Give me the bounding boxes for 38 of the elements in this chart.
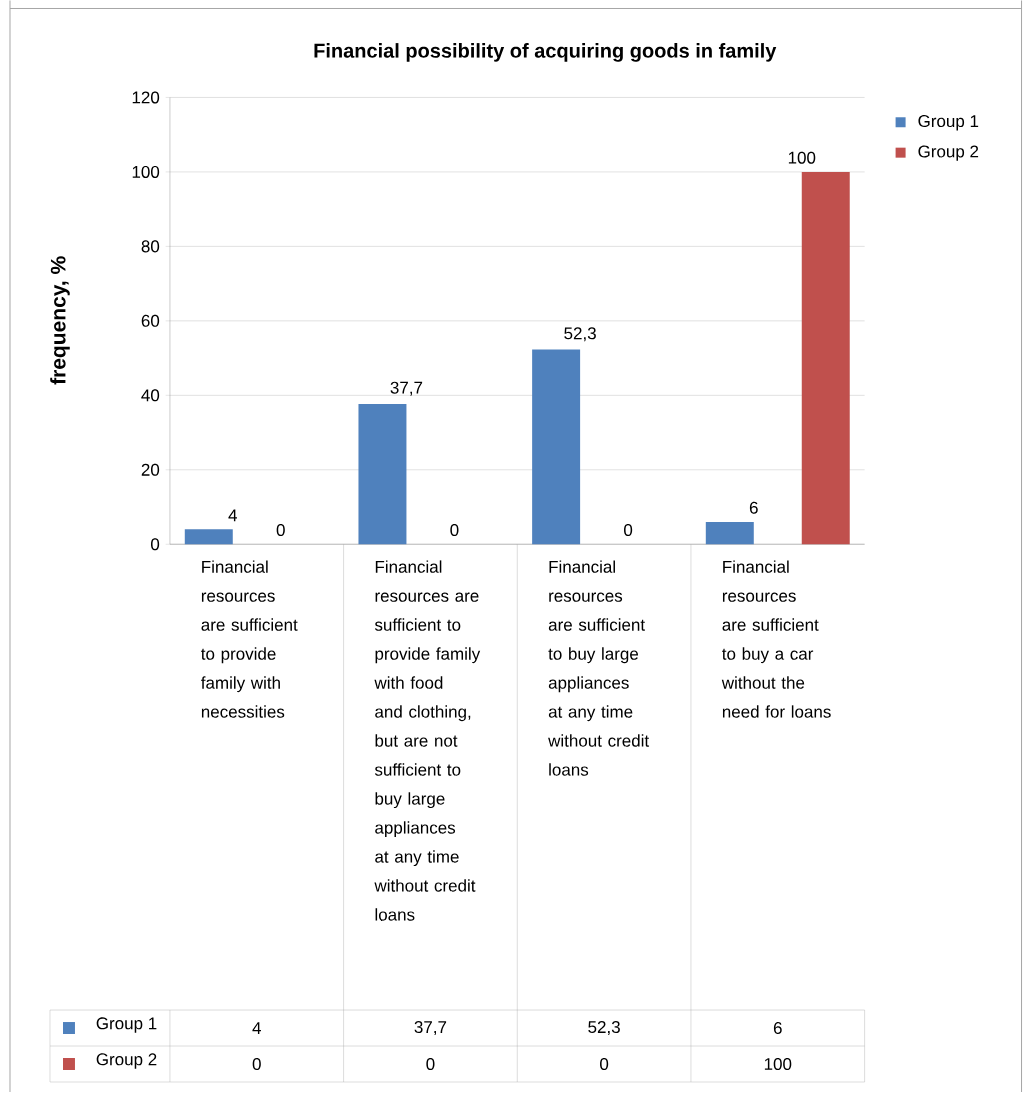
y-tick-label: 100 [132,165,160,178]
text: 0 [450,524,459,537]
data-label: 0 [426,1058,435,1071]
y-tick-label: 40 [141,389,160,402]
x-tick-label: Financial resources are sufficient to buy a car without the need for loans [722,560,831,718]
text: Group 1 [96,1017,157,1033]
bar [802,171,850,545]
bar [706,521,755,545]
bar [185,529,234,545]
chart-title: Financial possibility of acquiring goods in family [314,43,777,62]
legend-label: Group 2 [918,145,979,161]
data-label: 52,3 [588,1021,621,1036]
text: 6 [750,501,758,514]
data-label: 0 [600,1058,609,1071]
text: 0 [624,524,633,537]
text: 52,3 [564,327,597,342]
bar [358,403,407,545]
text: Group 2 [96,1053,157,1069]
x-tick-label: Financial resources are sufficient to buy large appliances at any time without credit loans [548,560,650,776]
data-label: 6 [774,1022,782,1035]
text: 100 [789,151,816,164]
y-tick-label: 60 [141,314,160,327]
text: 37,7 [390,381,423,396]
data-label: 0 [252,1058,262,1071]
y-tick-label: 0 [151,538,160,551]
bar [532,349,581,545]
data-label: 100 [765,1058,792,1071]
text: 4 [228,509,238,522]
y-axis-title: frequency, % [50,256,70,385]
y-tick-label: 20 [141,463,160,476]
data-label: 4 [252,1022,262,1034]
legend-label: Group 1 [918,115,979,131]
y-tick-label: 120 [132,91,160,104]
data-label: 37,7 [414,1021,447,1036]
text: 0 [276,524,286,537]
y-tick-label: 80 [141,240,160,253]
x-tick-label: Financial resources are sufficient to provide family with necessities [201,560,298,718]
category-label: Financial resources are sufficient to provide family with food and clothing, but are not sufficient to buy large appliances at any time without credit loans [374,560,481,921]
